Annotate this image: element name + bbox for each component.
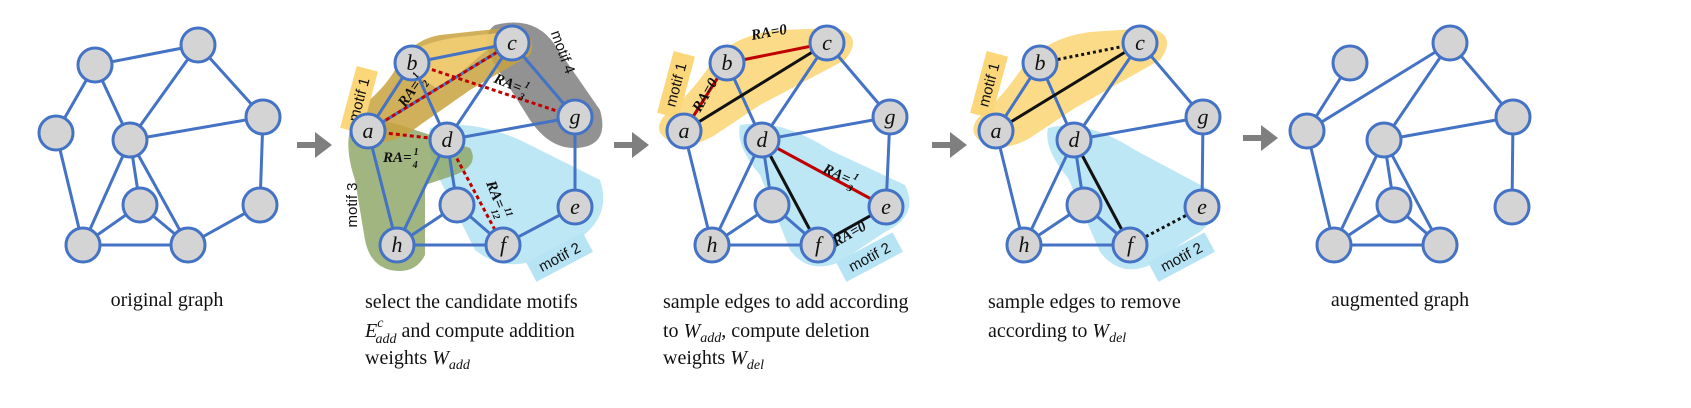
nodes: b c a d g e h f [665, 24, 909, 264]
svg-text:g: g [570, 104, 581, 129]
panel-candidate-motifs: motif 1 motif 4 motif 3 motif 2 [340, 22, 604, 373]
caption-sample-remove: sample edges to remove according to Wdel [988, 291, 1181, 346]
arrow-icon [297, 132, 332, 158]
svg-text:h: h [707, 232, 718, 257]
panel-augmented-graph: augmented graph [1288, 24, 1532, 311]
svg-text:d: d [757, 127, 769, 152]
ra-label-ad: RA= 1 4 [382, 147, 419, 171]
arrow-icon [1243, 125, 1278, 151]
motif-3-region [348, 121, 473, 271]
caption-augmented-graph: augmented graph [1331, 289, 1469, 311]
svg-text:h: h [1019, 232, 1030, 257]
svg-text:e: e [570, 194, 580, 219]
caption-candidate-motifs: select the candidate motifs Ec add and co… [364, 291, 578, 373]
nodes [1288, 24, 1532, 264]
svg-text:d: d [1069, 127, 1081, 152]
svg-text:f: f [1127, 232, 1136, 257]
motif-2-region [1047, 125, 1215, 270]
svg-text:a: a [679, 118, 690, 143]
svg-text:sample edges to remove: sample edges to remove [988, 291, 1181, 313]
svg-text:a: a [363, 118, 374, 143]
svg-text:c: c [507, 30, 517, 55]
arrow-icon [932, 132, 967, 158]
svg-text:according to Wdel: according to Wdel [988, 320, 1126, 346]
panel-sample-add: motif 1 motif 2 [657, 22, 910, 373]
svg-text:d: d [442, 127, 454, 152]
arrow-icon [614, 132, 649, 158]
svg-text:b: b [722, 50, 733, 75]
svg-text:a: a [991, 118, 1002, 143]
svg-text:e: e [881, 194, 891, 219]
svg-text:b: b [407, 50, 418, 75]
motif-2-region [739, 123, 910, 267]
svg-text:c: c [1135, 30, 1145, 55]
nodes [37, 26, 282, 264]
svg-text:RA=0: RA=0 [749, 22, 789, 44]
svg-text:f: f [815, 232, 824, 257]
svg-text:weights Wadd: weights Wadd [365, 347, 471, 373]
panel-sample-remove: motif 1 motif 2 b c [970, 24, 1222, 346]
svg-text:motif 3: motif 3 [344, 182, 361, 227]
svg-text:b: b [1035, 50, 1046, 75]
svg-text:f: f [500, 232, 509, 257]
nodes: b c a d g e h f [349, 24, 594, 264]
motif-1-region [973, 28, 1168, 148]
svg-text:c: c [822, 30, 832, 55]
svg-text:to Wadd, compute deletion: to Wadd, compute deletion [663, 320, 870, 346]
svg-text:RA=14: RA= 1 4 [382, 147, 419, 171]
svg-text:sample edges to add according: sample edges to add according [663, 291, 908, 313]
caption-sample-add: sample edges to add according to Wadd, c… [663, 291, 908, 373]
ra-label-bc: RA=0 [749, 22, 789, 44]
nodes: b c a d g e h f [977, 24, 1222, 264]
svg-text:h: h [392, 232, 403, 257]
svg-text:e: e [1197, 194, 1207, 219]
caption-original-graph: original graph [111, 289, 224, 311]
svg-text:weights Wdel: weights Wdel [663, 347, 764, 373]
svg-text:g: g [1198, 104, 1209, 129]
motif-3-label: motif 3 [344, 182, 361, 227]
svg-text:select the candidate motifs: select the candidate motifs [365, 291, 578, 313]
panel-original-graph: original graph [37, 26, 282, 311]
svg-text:g: g [885, 104, 896, 129]
